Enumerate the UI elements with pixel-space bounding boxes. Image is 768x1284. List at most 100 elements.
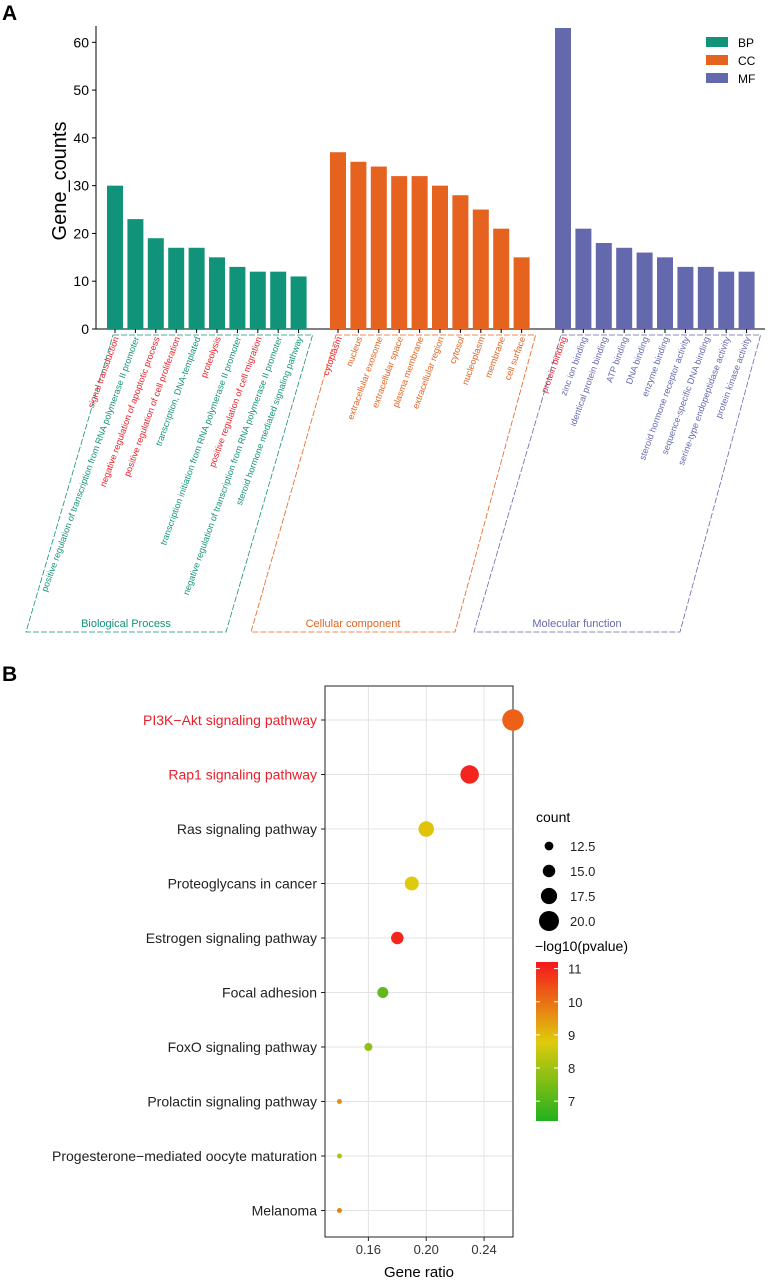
bar	[493, 228, 510, 329]
bar	[677, 266, 694, 329]
bar	[168, 247, 185, 329]
bar	[411, 176, 428, 329]
bar	[432, 185, 448, 329]
legend-label: CC	[738, 54, 756, 68]
bar	[290, 276, 307, 329]
bar	[513, 257, 530, 329]
data-point	[502, 709, 524, 731]
bar	[555, 28, 571, 329]
count-legend-dot	[544, 841, 554, 851]
bar	[452, 195, 469, 329]
count-legend-dot	[542, 864, 556, 878]
bar	[738, 271, 755, 329]
panel-a-legend: BP CC MF	[706, 36, 756, 86]
bar	[350, 161, 367, 329]
data-point	[418, 821, 434, 837]
pathway-label: Progesterone−mediated oocyte maturation	[52, 1148, 317, 1164]
legend-swatch	[706, 55, 728, 65]
bar	[107, 185, 123, 329]
legend-swatch	[706, 73, 728, 83]
bar	[657, 257, 673, 329]
colorbar-tick-label: 8	[568, 1061, 575, 1076]
pathway-label: Focal adhesion	[222, 985, 317, 1001]
bar	[718, 271, 735, 329]
pvalue-colorbar	[536, 962, 558, 1121]
count-legend-dot	[540, 887, 558, 905]
count-legend-label: 15.0	[570, 864, 595, 879]
category-label: membrane	[483, 335, 507, 379]
count-legend-dot	[539, 911, 559, 931]
x-tick-label: 0.24	[471, 1242, 496, 1257]
pvalue-legend-title: −log10(pvalue)	[535, 938, 628, 954]
colorbar-tick-label: 9	[568, 1028, 575, 1043]
pvalue-legend: −log10(pvalue) 7 8 9 10 11	[535, 938, 628, 1121]
colorbar-tick-label: 10	[568, 995, 582, 1010]
count-legend-label: 20.0	[570, 914, 595, 929]
pathway-label: Melanoma	[252, 1203, 318, 1219]
category-label: cytosol	[447, 335, 466, 365]
bar	[616, 247, 633, 329]
bar	[472, 209, 489, 329]
count-legend-title: count	[536, 809, 570, 825]
y-tick-label: 30	[73, 178, 89, 194]
bar	[270, 271, 287, 329]
pathway-label: Prolactin signaling pathway	[147, 1094, 317, 1110]
panel-b-chart: PI3K−Akt signaling pathway Rap1 signaling…	[52, 685, 628, 1281]
bar	[127, 219, 144, 329]
bar	[147, 238, 164, 329]
data-point	[404, 876, 419, 891]
colorbar-tick-label: 11	[568, 962, 582, 977]
group-bracket	[25, 334, 314, 633]
x-tick-label: 0.20	[414, 1242, 439, 1257]
group-title: Biological Process	[81, 618, 171, 630]
group-bracket	[250, 334, 537, 633]
data-point	[377, 987, 389, 998]
bar	[575, 228, 592, 329]
legend-label: MF	[738, 72, 755, 86]
pathway-label: Rap1 signaling pathway	[168, 767, 317, 783]
bar	[636, 252, 653, 329]
panel-a-label: A	[2, 2, 17, 25]
bar	[370, 166, 387, 329]
panel-b-label: B	[2, 663, 17, 686]
x-axis-title: Gene ratio	[384, 1264, 454, 1281]
bar	[188, 247, 205, 329]
count-legend-label: 12.5	[570, 839, 595, 854]
x-tick-label: 0.16	[356, 1242, 381, 1257]
bar	[595, 243, 612, 329]
category-label: cell surface	[503, 335, 528, 381]
bar	[697, 266, 714, 329]
group-title: Cellular component	[306, 618, 401, 630]
legend-label: BP	[738, 36, 754, 50]
category-label: cytoplasm	[321, 335, 344, 376]
data-point	[391, 931, 404, 945]
pathway-label: Ras signaling pathway	[177, 821, 317, 837]
pathway-label: PI3K−Akt signaling pathway	[143, 712, 317, 728]
data-point	[336, 1153, 342, 1159]
category-label: nucleus	[344, 335, 364, 368]
data-point	[336, 1099, 342, 1104]
pathway-label: Proteoglycans in cancer	[168, 876, 318, 892]
y-tick-label: 50	[73, 82, 89, 98]
legend-swatch	[706, 37, 728, 47]
y-tick-label: 40	[73, 130, 89, 146]
group-bracket	[473, 334, 762, 633]
data-point	[364, 1043, 373, 1051]
bar	[209, 257, 225, 329]
data-point	[460, 765, 479, 784]
y-axis-title: Gene_counts	[49, 122, 71, 241]
count-legend-label: 17.5	[570, 889, 595, 904]
bar	[330, 152, 346, 329]
pathway-label: FoxO signaling pathway	[168, 1039, 317, 1055]
plot-frame	[324, 685, 514, 1238]
bar	[391, 176, 408, 329]
data-point	[336, 1208, 342, 1213]
pathway-label: Estrogen signaling pathway	[146, 930, 317, 946]
y-tick-label: 0	[81, 321, 89, 337]
